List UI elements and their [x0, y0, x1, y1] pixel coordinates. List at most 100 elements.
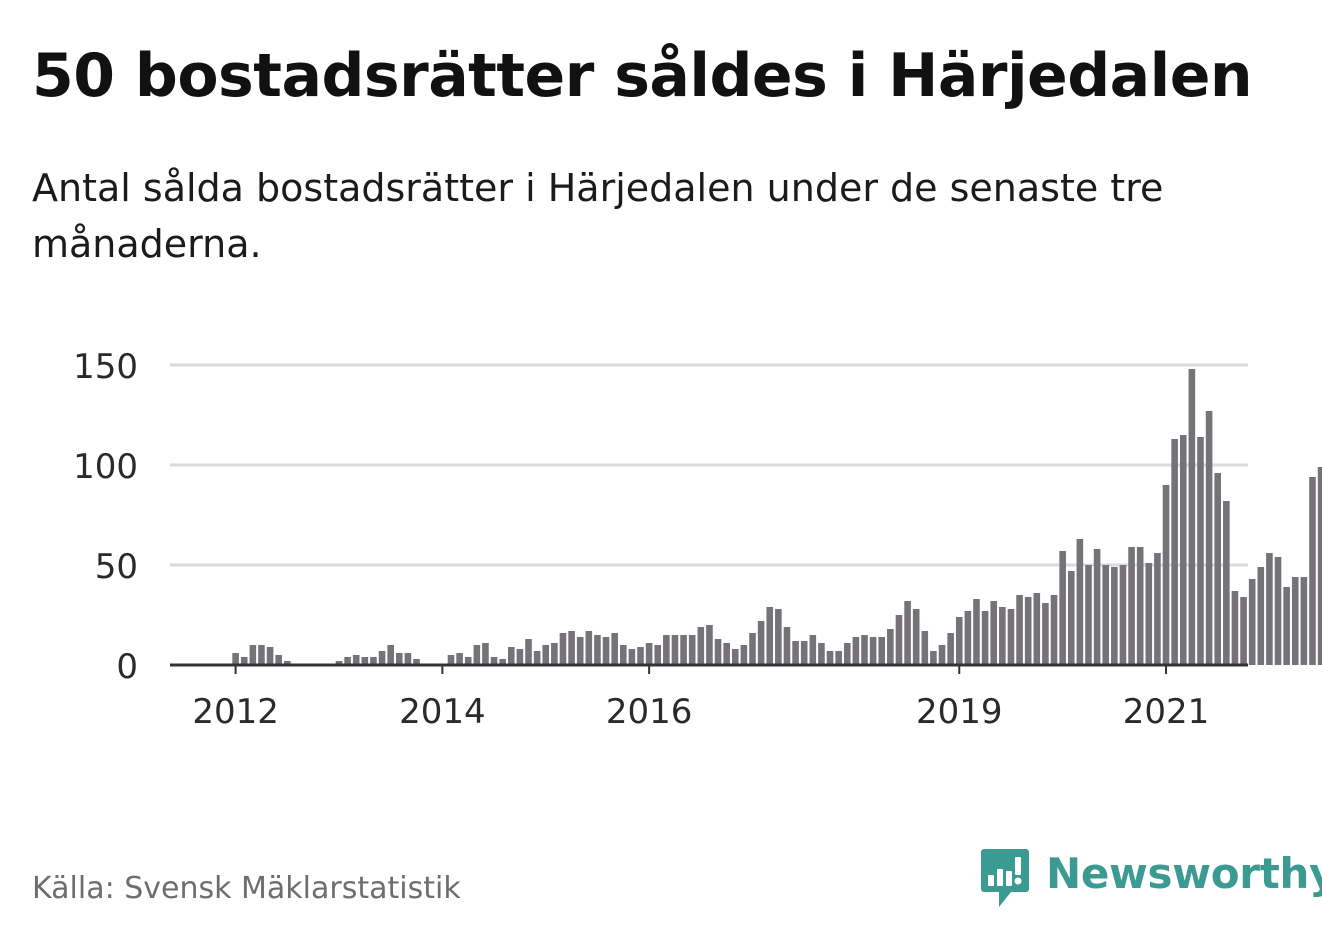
- bar: [999, 607, 1006, 665]
- bar: [1240, 597, 1247, 665]
- bar: [740, 645, 748, 665]
- grid-lines: [170, 363, 1248, 567]
- bar: [1042, 603, 1049, 665]
- brand-name: Newsworthy: [1046, 849, 1322, 898]
- bar: [456, 653, 463, 665]
- bar: [1179, 435, 1187, 665]
- bar: [973, 599, 980, 665]
- bar: [1266, 553, 1273, 665]
- bar: [723, 643, 730, 665]
- y-axis-labels: 0 50 100 150: [73, 347, 138, 687]
- bar: [387, 645, 394, 665]
- x-tick-label: 2016: [606, 692, 693, 732]
- bar: [1119, 565, 1127, 665]
- bar: [688, 635, 696, 665]
- bar: [1102, 565, 1110, 665]
- bar: [1171, 439, 1178, 665]
- bar: [671, 635, 679, 665]
- bar: [1093, 549, 1101, 665]
- bar: [335, 661, 343, 665]
- bar: [266, 647, 274, 665]
- bar: [602, 637, 610, 665]
- bar: [1162, 485, 1170, 665]
- bar: [404, 653, 412, 665]
- bar: [697, 627, 705, 665]
- bar: [714, 639, 722, 665]
- bar: [1007, 609, 1015, 665]
- page-title: 50 bostadsrätter såldes i Härjedalen: [32, 41, 1253, 111]
- bar: [258, 645, 265, 665]
- bar: [1188, 369, 1196, 665]
- bar: [1257, 567, 1265, 665]
- bar: [1274, 557, 1282, 665]
- bar: [1309, 477, 1316, 665]
- bar: [930, 651, 937, 665]
- bar: [800, 641, 808, 665]
- bars: [232, 369, 1322, 665]
- bar: [490, 657, 498, 665]
- x-tick-label: 2019: [916, 692, 1003, 732]
- bar: [395, 653, 403, 665]
- bar: [361, 657, 369, 665]
- bar: [947, 633, 954, 665]
- bar: [568, 631, 575, 665]
- bar: [938, 645, 946, 665]
- bar: [447, 655, 455, 665]
- x-tick-label: 2012: [192, 692, 279, 732]
- bar: [1067, 571, 1075, 665]
- bar-chart-speech-bubble-icon: [981, 849, 1029, 907]
- bar: [1145, 563, 1153, 665]
- bar: [637, 647, 644, 665]
- bar: [1248, 579, 1256, 665]
- bar: [413, 659, 420, 665]
- bar: [378, 651, 386, 665]
- bar: [1283, 587, 1290, 665]
- bar: [1214, 473, 1222, 665]
- bar: [964, 611, 972, 665]
- bar: [240, 657, 248, 665]
- bar: [576, 637, 584, 665]
- bar: [473, 645, 481, 665]
- bar: [1111, 567, 1118, 665]
- bar: [1059, 551, 1066, 665]
- y-tick-label: 50: [95, 547, 138, 587]
- bar: [628, 649, 636, 665]
- bar: [887, 629, 894, 665]
- bar: [990, 601, 998, 665]
- bar: [1231, 591, 1239, 665]
- bar: [283, 661, 291, 665]
- bar: [955, 617, 963, 665]
- bar: [766, 607, 774, 665]
- bar: [611, 633, 618, 665]
- bar: [1223, 501, 1230, 665]
- source-credit: Källa: Svensk Mäklarstatistik: [32, 871, 461, 906]
- x-tick-label: 2014: [399, 692, 486, 732]
- bar: [809, 635, 817, 665]
- bar: [645, 643, 653, 665]
- bar: [835, 651, 842, 665]
- bar: [352, 655, 360, 665]
- x-axis: [170, 663, 1248, 674]
- bar: [869, 637, 877, 665]
- bar: [516, 649, 524, 665]
- x-tick-label: 2021: [1123, 692, 1210, 732]
- bar: [1154, 553, 1161, 665]
- bar: [654, 645, 662, 665]
- bar: [818, 643, 825, 665]
- bar: [1016, 595, 1023, 665]
- bar: [852, 637, 860, 665]
- bar: [757, 621, 765, 665]
- bar: [1033, 593, 1041, 665]
- bar: [249, 645, 257, 665]
- y-tick-label: 100: [73, 447, 138, 487]
- bar: [1300, 577, 1308, 665]
- bar: [533, 651, 541, 665]
- bar: [232, 653, 239, 665]
- bar: [749, 633, 756, 665]
- bar: [912, 609, 920, 665]
- bar: [680, 635, 687, 665]
- bar: [1085, 565, 1092, 665]
- bar: [499, 659, 506, 665]
- bar: [843, 643, 851, 665]
